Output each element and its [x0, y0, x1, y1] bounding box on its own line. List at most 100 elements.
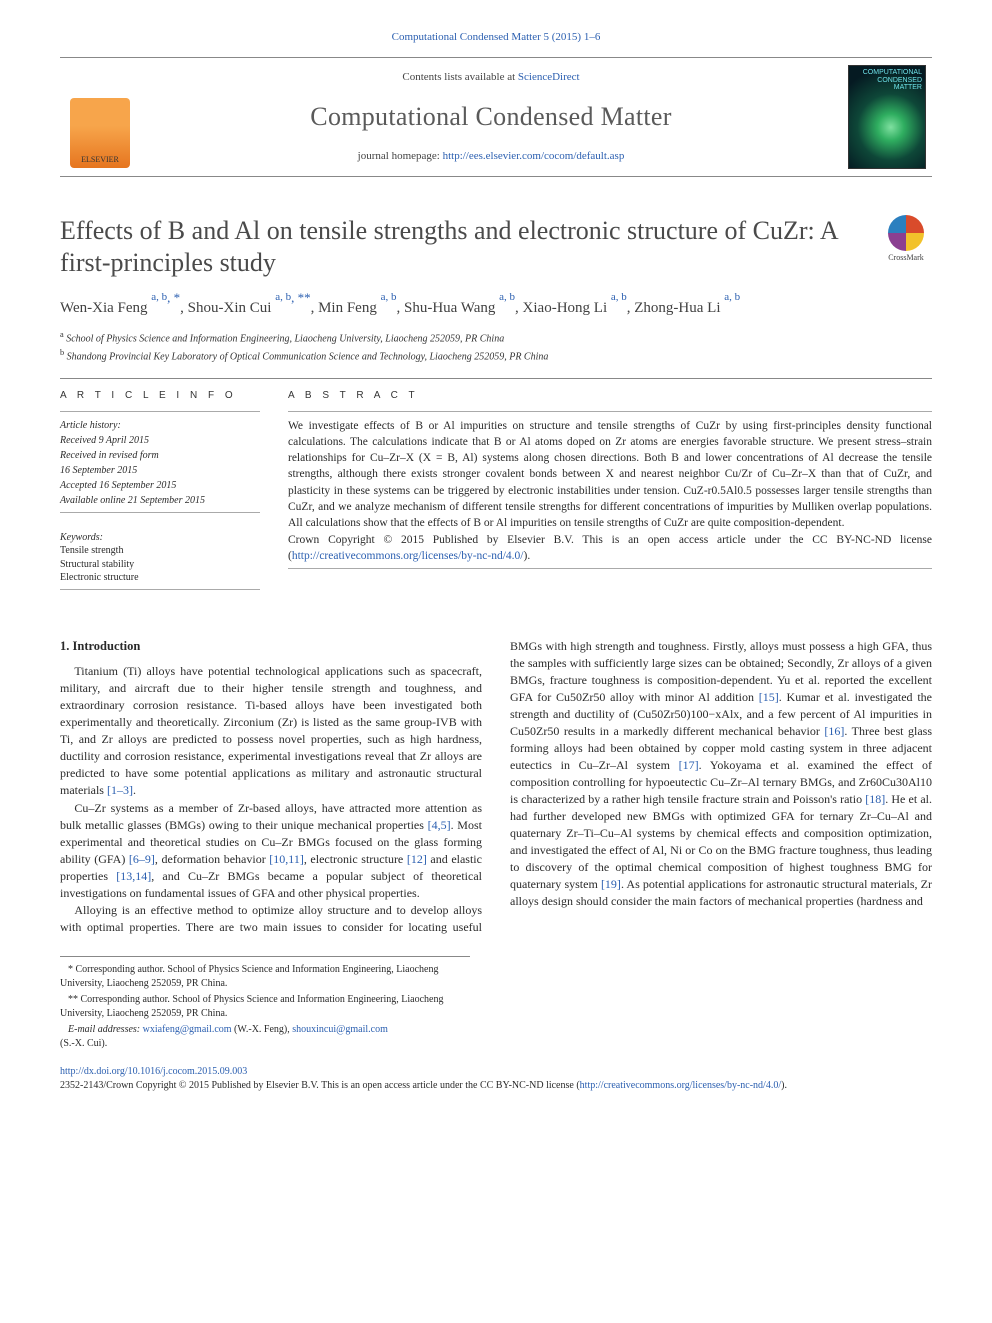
sciencedirect-link[interactable]: ScienceDirect [518, 71, 580, 83]
elsevier-logo: ELSEVIER [70, 98, 130, 168]
divider [60, 512, 260, 513]
author-name: Zhong-Hua Li [634, 300, 720, 316]
abstract-body: We investigate effects of B or Al impuri… [288, 420, 932, 530]
keywords-block: Keywords: Tensile strength Structural st… [60, 531, 260, 585]
author-corr: , ** [291, 290, 311, 305]
crossmark-badge[interactable]: CrossMark [880, 215, 932, 264]
author-aff: a, b [275, 291, 291, 303]
abstract-heading: A B S T R A C T [288, 389, 932, 403]
body-text: Titanium (Ti) alloys have potential tech… [60, 664, 482, 797]
ref-link[interactable]: [16] [824, 724, 844, 738]
crossmark-label: CrossMark [888, 253, 924, 262]
publisher-logo-slot: ELSEVIER [60, 66, 140, 168]
abstract-block: A B S T R A C T We investigate effects o… [288, 389, 932, 596]
section-heading: 1. Introduction [60, 638, 482, 656]
history-received: Received 9 April 2015 [60, 435, 149, 446]
doi-copyright: 2352-2143/Crown Copyright © 2015 Publish… [60, 1079, 932, 1093]
author-corr: , * [167, 290, 180, 305]
page-root: Computational Condensed Matter 5 (2015) … [0, 0, 992, 1123]
keywords-label: Keywords: [60, 531, 260, 545]
email-link[interactable]: shouxincui@gmail.com [292, 1024, 388, 1035]
doi-block: http://dx.doi.org/10.1016/j.cocom.2015.0… [60, 1065, 932, 1093]
closing: ). [781, 1080, 787, 1091]
ref-link[interactable]: [10,11] [269, 852, 304, 866]
article-info-row: A R T I C L E I N F O Article history: R… [60, 389, 932, 596]
history-online: Available online 21 September 2015 [60, 495, 205, 506]
email-who: (W.-X. Feng), [232, 1024, 293, 1035]
divider [288, 568, 932, 569]
paragraph: Cu–Zr systems as a member of Zr-based al… [60, 800, 482, 902]
ref-link[interactable]: [17] [679, 758, 699, 772]
cover-thumb-slot: COMPUTATIONAL CONDENSED MATTER [842, 66, 932, 168]
author-aff: a, b [151, 291, 167, 303]
divider [60, 589, 260, 590]
citation-line: Computational Condensed Matter 5 (2015) … [60, 30, 932, 45]
homepage-prefix: journal homepage: [358, 150, 443, 162]
affiliation-b: b Shandong Provincial Key Laboratory of … [60, 347, 932, 364]
ref-link[interactable]: [1–3] [107, 783, 133, 797]
author-aff: a, b [724, 291, 740, 303]
homepage-line: journal homepage: http://ees.elsevier.co… [140, 149, 842, 164]
footnote-corr1: * Corresponding author. School of Physic… [60, 963, 470, 991]
author-name: Shu-Hua Wang [404, 300, 495, 316]
abstract-text: We investigate effects of B or Al impuri… [288, 418, 932, 565]
divider [60, 411, 260, 412]
homepage-url[interactable]: http://ees.elsevier.com/cocom/default.as… [443, 150, 625, 162]
license-link[interactable]: http://creativecommons.org/licenses/by-n… [292, 550, 524, 562]
cover-title: COMPUTATIONAL CONDENSED MATTER [849, 66, 925, 95]
body-text: , electronic structure [304, 852, 407, 866]
affiliations: a School of Physics Science and Informat… [60, 329, 932, 364]
keyword: Electronic structure [60, 572, 139, 583]
footnote-emails: E-mail addresses: wxiafeng@gmail.com (W.… [60, 1023, 470, 1051]
author: Min Feng a, b [318, 300, 396, 316]
article-info-heading: A R T I C L E I N F O [60, 389, 260, 403]
banner-center: Contents lists available at ScienceDirec… [140, 66, 842, 168]
keyword: Structural stability [60, 559, 134, 570]
ref-link[interactable]: [6–9] [129, 852, 155, 866]
author-aff: a, b [381, 291, 397, 303]
body-text: , deformation behavior [155, 852, 269, 866]
abstract-closing: ). [524, 550, 531, 562]
author: Wen-Xia Feng a, b, * [60, 300, 180, 316]
article-title: Effects of B and Al on tensile strengths… [60, 215, 880, 280]
author-aff: a, b [499, 291, 515, 303]
body-text: Cu–Zr systems as a member of Zr-based al… [60, 801, 482, 832]
crossmark-icon [888, 215, 924, 251]
affiliation-a: a School of Physics Science and Informat… [60, 329, 932, 346]
ref-link[interactable]: [19] [601, 877, 621, 891]
ref-link[interactable]: [15] [759, 690, 779, 704]
history-revised-date: 16 September 2015 [60, 465, 137, 476]
copyright-text: 2352-2143/Crown Copyright © 2015 Publish… [60, 1080, 580, 1091]
elsevier-label: ELSEVIER [81, 155, 119, 166]
doi-link[interactable]: http://dx.doi.org/10.1016/j.cocom.2015.0… [60, 1066, 247, 1077]
email-who: (S.-X. Cui). [60, 1038, 107, 1049]
divider [60, 378, 932, 379]
author-name: Min Feng [318, 300, 377, 316]
journal-name: Computational Condensed Matter [140, 99, 842, 134]
history-revised: Received in revised form [60, 450, 159, 461]
contents-prefix: Contents lists available at [402, 71, 517, 83]
email-label: E-mail addresses: [68, 1024, 143, 1035]
ref-link[interactable]: [13,14] [116, 869, 151, 883]
ref-link[interactable]: [12] [407, 852, 427, 866]
affiliation-text: School of Physics Science and Informatio… [66, 334, 504, 345]
journal-banner: ELSEVIER Contents lists available at Sci… [60, 57, 932, 177]
title-row: Effects of B and Al on tensile strengths… [60, 215, 932, 280]
divider [288, 411, 932, 412]
footnotes: * Corresponding author. School of Physic… [60, 956, 470, 1051]
author-list: Wen-Xia Feng a, b, *, Shou-Xin Cui a, b,… [60, 292, 932, 320]
article-info-sidebar: A R T I C L E I N F O Article history: R… [60, 389, 260, 596]
author: Shou-Xin Cui a, b, ** [188, 300, 311, 316]
ref-link[interactable]: [18] [865, 792, 885, 806]
author-name: Wen-Xia Feng [60, 300, 148, 316]
history-label: Article history: [60, 420, 121, 431]
license-link[interactable]: http://creativecommons.org/licenses/by-n… [580, 1080, 781, 1091]
footnote-corr2: ** Corresponding author. School of Physi… [60, 993, 470, 1021]
history-accepted: Accepted 16 September 2015 [60, 480, 176, 491]
email-link[interactable]: wxiafeng@gmail.com [143, 1024, 232, 1035]
author: Xiao-Hong Li a, b [523, 300, 627, 316]
contents-line: Contents lists available at ScienceDirec… [140, 70, 842, 85]
ref-link[interactable]: [4,5] [428, 818, 451, 832]
author: Shu-Hua Wang a, b [404, 300, 515, 316]
author-name: Shou-Xin Cui [188, 300, 272, 316]
